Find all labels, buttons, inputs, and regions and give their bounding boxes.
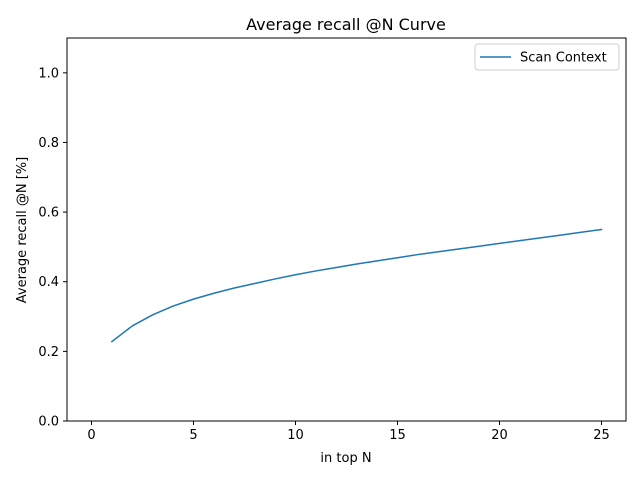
x-tick-label-0: 0 [87,428,95,443]
x-tick-label-10: 10 [287,428,304,443]
y-axis-label: Average recall @N [%] [15,157,30,303]
y-tick-label-0.2: 0.2 [38,345,59,360]
y-tick-label-1.0: 1.0 [38,66,59,81]
chart-title: Average recall @N Curve [246,15,446,34]
legend: Scan Context [474,43,620,71]
plot-area: 0 5 10 15 20 25 0.0 0.2 0.4 0.6 0.8 1.0 [38,66,609,443]
y-tick-label-0.4: 0.4 [38,275,59,290]
legend-box [474,43,620,71]
x-tick-label-25: 25 [593,428,610,443]
x-tick-label-5: 5 [189,428,197,443]
y-tick-label-0.0: 0.0 [38,415,59,430]
legend-label-scan-context: Scan Context [520,51,607,66]
y-tick-label-0.6: 0.6 [38,206,59,221]
series-line-scan-context [110,228,603,343]
plot-frame [66,37,627,422]
y-tick-label-0.8: 0.8 [38,136,59,151]
x-tick-label-20: 20 [491,428,508,443]
x-tick-label-15: 15 [389,428,406,443]
x-axis-label: in top N [320,451,371,466]
